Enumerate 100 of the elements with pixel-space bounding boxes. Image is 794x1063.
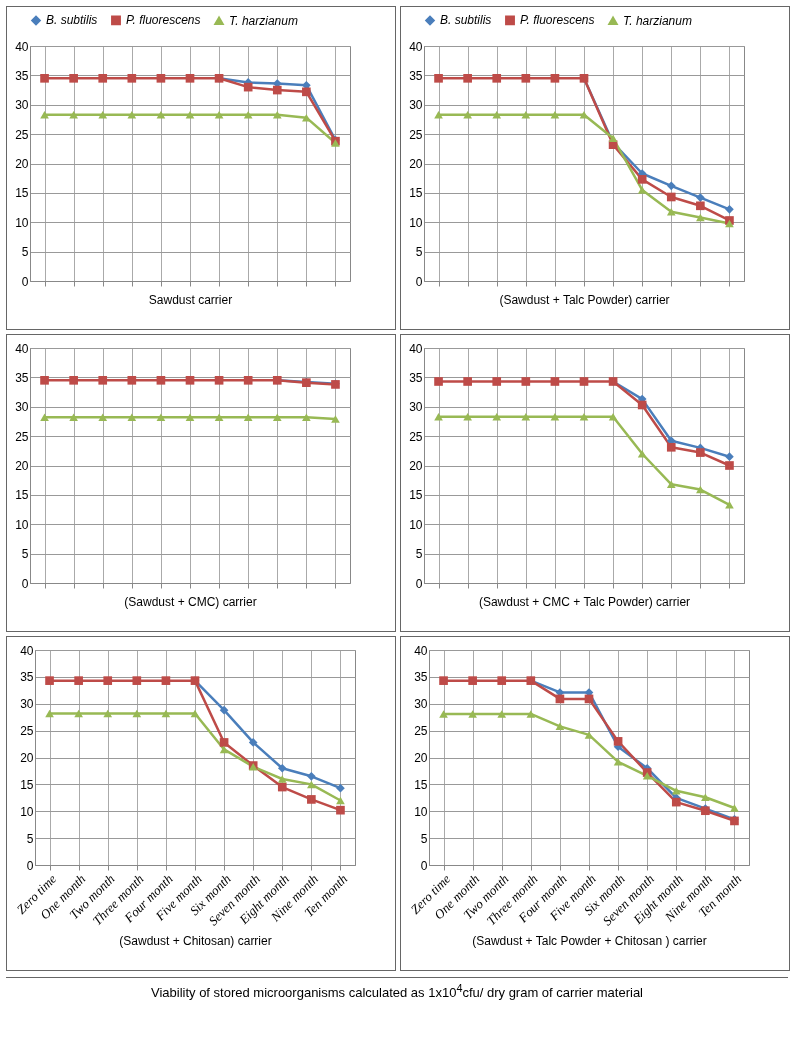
y-tick-label: 0 <box>415 576 423 591</box>
y-tick-label: 35 <box>409 68 423 83</box>
y-tick-label: 35 <box>409 370 423 385</box>
point <box>272 110 282 119</box>
y-tick-label: 15 <box>409 488 423 503</box>
point <box>550 110 560 119</box>
y-tick-label: 10 <box>409 517 423 532</box>
x-axis-title: Sawdust carrier <box>148 293 233 307</box>
x-axis-title: (Sawdust + Talc Powder) carrier <box>499 293 670 307</box>
y-tick-label: 25 <box>409 429 423 444</box>
y-tick-label: 20 <box>409 459 423 473</box>
legend-label: T. harzianum <box>623 13 692 28</box>
x-axis-title: (Sawdust + CMC + Talc Powder) carrier <box>478 595 691 609</box>
point <box>219 705 229 715</box>
y-tick-label: 40 <box>409 341 423 356</box>
y-tick-label: 5 <box>21 547 29 562</box>
y-tick-label: 5 <box>420 831 428 846</box>
y-tick-label: 5 <box>21 245 29 260</box>
point <box>132 676 142 685</box>
point <box>307 795 316 804</box>
point <box>40 73 49 83</box>
y-tick-label: 20 <box>15 459 29 473</box>
y-tick-label: 10 <box>15 215 29 230</box>
point <box>468 676 477 685</box>
y-tick-label: 30 <box>409 98 423 113</box>
x-axis-title: (Sawdust + Talc Powder + Chitosan ) carrier <box>472 934 707 949</box>
point <box>74 709 83 718</box>
point <box>550 73 560 83</box>
point <box>161 676 171 685</box>
point <box>468 710 477 718</box>
point <box>127 375 137 385</box>
point <box>434 412 443 421</box>
y-tick-label: 15 <box>15 488 29 503</box>
text: Viability of stored microorganisms calculated as 1x10$^{4}$cfu/ dry gram of carrier material <box>6 977 788 1001</box>
point <box>98 413 108 422</box>
y-tick-label: 0 <box>21 274 29 289</box>
point <box>156 110 166 119</box>
point <box>127 413 137 422</box>
y-tick-label: 5 <box>26 831 34 846</box>
point <box>219 738 229 747</box>
y-tick-label: 35 <box>15 370 29 385</box>
y-tick-label: 0 <box>415 274 423 289</box>
point <box>555 722 565 731</box>
point <box>696 448 705 457</box>
point <box>463 73 472 83</box>
y-tick-label: 40 <box>15 39 29 54</box>
point <box>336 796 345 805</box>
point <box>671 797 681 807</box>
point <box>666 207 676 216</box>
point <box>45 709 54 718</box>
y-tick-label: 30 <box>15 400 29 415</box>
point <box>127 73 137 83</box>
y-tick-label: 30 <box>409 400 423 415</box>
point <box>434 110 443 119</box>
y-tick-label: 20 <box>20 751 34 765</box>
y-tick-label: 0 <box>26 858 34 873</box>
point <box>272 413 282 422</box>
point <box>214 110 224 119</box>
point <box>730 804 739 812</box>
y-tick-label: 0 <box>420 858 428 873</box>
point <box>302 413 311 422</box>
y-tick-label: 10 <box>20 804 34 819</box>
y-tick-label: 15 <box>409 186 423 201</box>
point <box>45 676 54 685</box>
point <box>69 73 78 83</box>
point <box>434 73 443 83</box>
y-tick-label: 40 <box>414 643 428 658</box>
point <box>331 415 340 423</box>
point <box>156 375 166 385</box>
y-tick-label: 20 <box>15 157 29 171</box>
point <box>103 676 113 685</box>
legend-label: B. subtilis <box>46 13 98 28</box>
y-tick-label: 40 <box>20 643 34 658</box>
point <box>185 375 195 385</box>
y-tick-label: 5 <box>415 547 423 562</box>
point <box>219 745 229 754</box>
point <box>74 676 83 685</box>
point <box>69 375 78 385</box>
point <box>550 377 560 386</box>
y-tick-label: 10 <box>414 804 428 819</box>
point <box>725 461 734 470</box>
point <box>696 213 705 222</box>
point <box>302 113 311 122</box>
y-tick-label: 15 <box>20 777 34 792</box>
point <box>243 375 253 385</box>
point <box>156 73 166 83</box>
point <box>243 413 253 422</box>
point <box>671 787 681 795</box>
point <box>521 377 531 386</box>
point <box>608 412 618 421</box>
point <box>214 375 224 385</box>
point <box>666 181 676 191</box>
point <box>696 485 705 494</box>
point <box>497 710 507 718</box>
y-tick-label: 35 <box>20 670 34 685</box>
point <box>185 413 195 422</box>
y-tick-label: 0 <box>21 576 29 591</box>
y-tick-label: 25 <box>20 724 34 739</box>
point <box>725 501 734 509</box>
point <box>214 413 224 422</box>
